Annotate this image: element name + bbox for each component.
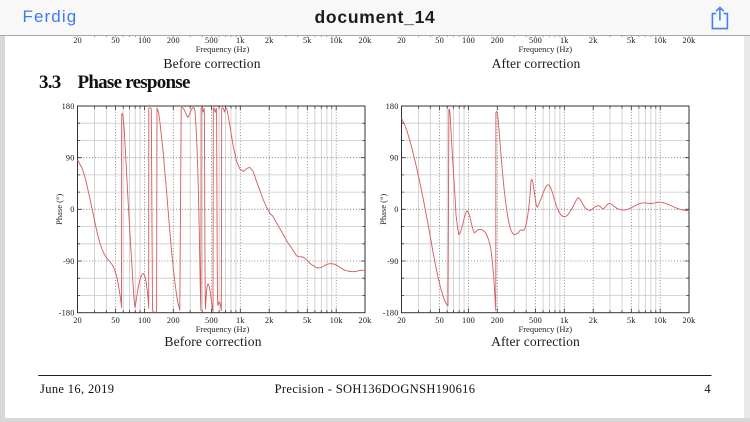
svg-text:2k: 2k bbox=[265, 316, 274, 325]
svg-text:1k: 1k bbox=[236, 36, 245, 45]
svg-text:20: 20 bbox=[397, 316, 406, 325]
svg-text:Frequency (Hz): Frequency (Hz) bbox=[196, 324, 250, 334]
svg-text:100: 100 bbox=[462, 316, 475, 325]
svg-text:50: 50 bbox=[111, 316, 120, 325]
svg-text:50: 50 bbox=[435, 316, 444, 325]
svg-text:Frequency (Hz): Frequency (Hz) bbox=[519, 44, 573, 54]
svg-text:2k: 2k bbox=[265, 36, 274, 45]
svg-text:500: 500 bbox=[529, 316, 542, 325]
svg-text:20k: 20k bbox=[683, 316, 697, 325]
svg-text:100: 100 bbox=[462, 36, 475, 45]
svg-text:50: 50 bbox=[435, 36, 444, 45]
svg-text:5k: 5k bbox=[627, 36, 636, 45]
svg-text:5k: 5k bbox=[303, 316, 312, 325]
svg-text:5k: 5k bbox=[627, 316, 636, 325]
svg-text:After correction: After correction bbox=[492, 56, 581, 71]
svg-text:100: 100 bbox=[138, 36, 151, 45]
svg-text:10k: 10k bbox=[330, 36, 344, 45]
svg-text:Before correction: Before correction bbox=[163, 56, 260, 71]
svg-text:0: 0 bbox=[70, 205, 74, 214]
svg-text:20: 20 bbox=[397, 36, 406, 45]
svg-text:10k: 10k bbox=[654, 36, 668, 45]
svg-text:5k: 5k bbox=[303, 36, 312, 45]
svg-text:1k: 1k bbox=[560, 36, 569, 45]
svg-text:Precision - SOH136DOGNSH190616: Precision - SOH136DOGNSH190616 bbox=[275, 382, 476, 396]
svg-text:180: 180 bbox=[62, 102, 75, 111]
svg-text:Frequency (Hz): Frequency (Hz) bbox=[196, 44, 250, 54]
svg-text:1k: 1k bbox=[236, 316, 245, 325]
svg-text:200: 200 bbox=[491, 36, 504, 45]
svg-text:90: 90 bbox=[390, 154, 399, 163]
svg-text:20k: 20k bbox=[683, 36, 697, 45]
svg-text:June 16, 2019: June 16, 2019 bbox=[40, 382, 114, 396]
svg-text:500: 500 bbox=[205, 316, 218, 325]
svg-text:0: 0 bbox=[394, 205, 398, 214]
svg-text:500: 500 bbox=[529, 36, 542, 45]
svg-text:2k: 2k bbox=[589, 36, 598, 45]
svg-text:180: 180 bbox=[386, 102, 399, 111]
svg-text:Phase (°): Phase (°) bbox=[54, 194, 64, 225]
svg-text:-90: -90 bbox=[387, 257, 399, 266]
svg-text:1k: 1k bbox=[560, 316, 569, 325]
svg-text:2k: 2k bbox=[589, 316, 598, 325]
svg-text:20: 20 bbox=[73, 316, 82, 325]
svg-text:After correction: After correction bbox=[491, 334, 580, 349]
svg-text:Before correction: Before correction bbox=[164, 334, 261, 349]
svg-text:Phase response: Phase response bbox=[78, 72, 190, 93]
svg-text:200: 200 bbox=[491, 316, 504, 325]
svg-text:4: 4 bbox=[704, 382, 711, 396]
svg-text:100: 100 bbox=[138, 316, 151, 325]
svg-text:50: 50 bbox=[111, 36, 120, 45]
svg-text:20k: 20k bbox=[359, 36, 373, 45]
svg-text:90: 90 bbox=[66, 154, 75, 163]
svg-text:-180: -180 bbox=[383, 309, 399, 318]
svg-text:10k: 10k bbox=[330, 316, 344, 325]
svg-text:Frequency (Hz): Frequency (Hz) bbox=[519, 324, 573, 334]
svg-text:Phase (°): Phase (°) bbox=[378, 194, 388, 225]
svg-text:3.3: 3.3 bbox=[39, 72, 61, 93]
svg-text:-180: -180 bbox=[59, 309, 75, 318]
svg-text:20: 20 bbox=[73, 36, 82, 45]
svg-text:-90: -90 bbox=[63, 257, 75, 266]
svg-text:500: 500 bbox=[205, 36, 218, 45]
svg-text:200: 200 bbox=[167, 316, 180, 325]
svg-text:200: 200 bbox=[167, 36, 180, 45]
svg-text:20k: 20k bbox=[359, 316, 373, 325]
svg-text:10k: 10k bbox=[654, 316, 668, 325]
